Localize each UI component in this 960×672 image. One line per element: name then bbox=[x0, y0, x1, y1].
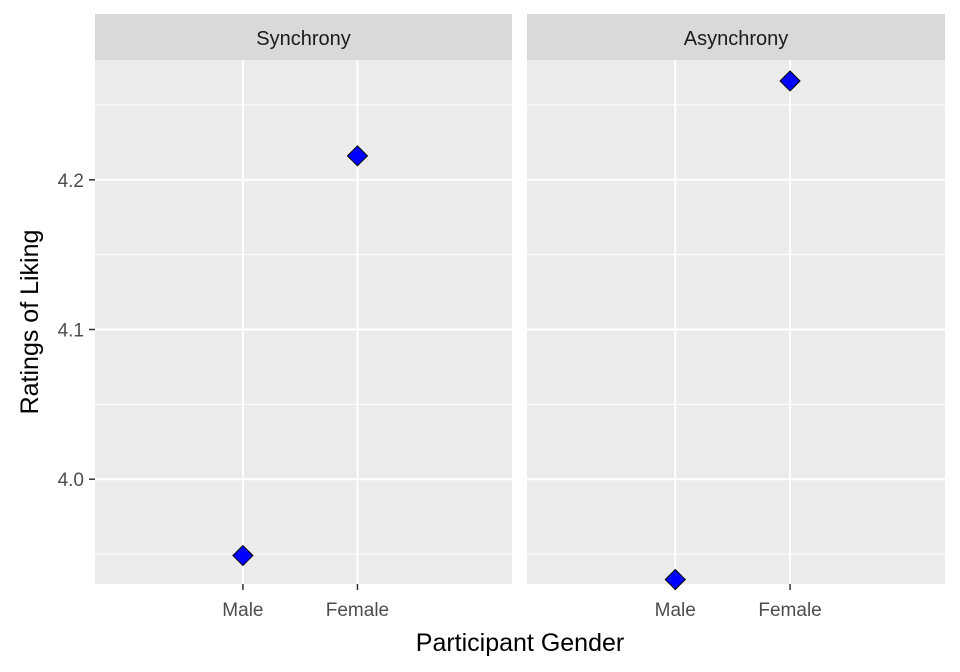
y-tick-label: 4.1 bbox=[58, 320, 84, 341]
y-axis: 4.0 4.1 4.2 bbox=[58, 171, 95, 491]
panels-layer: Synchrony Male Female Asynchrony Male Female bbox=[95, 14, 945, 621]
x-axis-title: Participant Gender bbox=[416, 629, 624, 657]
y-axis-title: Ratings of Liking bbox=[16, 230, 44, 415]
y-tick-label: 4.0 bbox=[58, 470, 84, 491]
panel-0: Synchrony Male Female bbox=[95, 14, 512, 621]
x-tick-label: Female bbox=[758, 600, 821, 621]
data-point-male bbox=[232, 544, 254, 567]
data-point-male bbox=[664, 568, 686, 591]
facet-strip bbox=[95, 14, 512, 60]
x-tick-label: Male bbox=[655, 600, 696, 621]
panel-background bbox=[95, 60, 512, 584]
data-point-female bbox=[346, 145, 369, 167]
panel-background bbox=[527, 60, 945, 584]
facet-strip-label: Asynchrony bbox=[684, 28, 789, 50]
facet-strip-label: Synchrony bbox=[256, 28, 351, 50]
panel-1: Asynchrony Male Female bbox=[527, 14, 945, 621]
data-point-female bbox=[779, 70, 801, 92]
x-tick-label: Male bbox=[222, 600, 263, 621]
facet-strip bbox=[527, 14, 945, 60]
y-tick-label: 4.2 bbox=[58, 171, 84, 192]
x-tick-label: Female bbox=[326, 600, 389, 621]
